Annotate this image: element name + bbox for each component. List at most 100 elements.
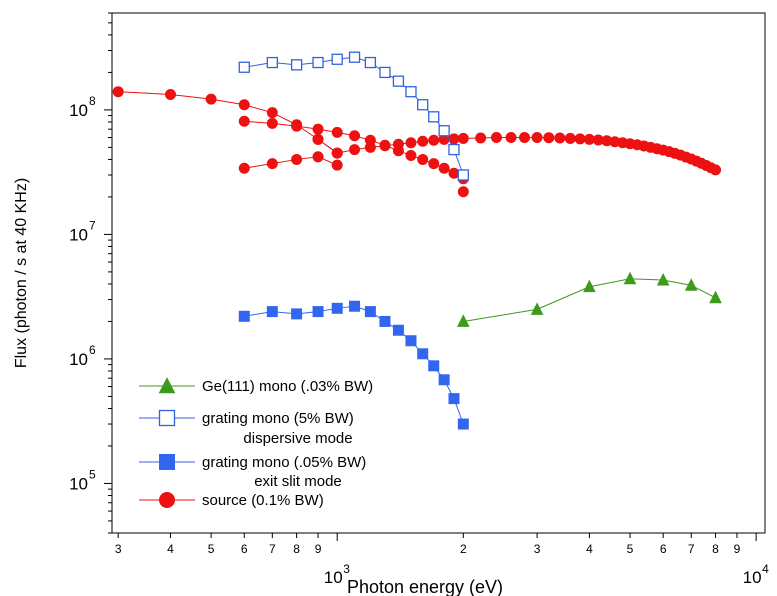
y-tick-label: 10 — [69, 350, 88, 369]
legend-label: grating mono (.05% BW) — [202, 454, 366, 471]
x-tick-label: 6 — [241, 542, 248, 556]
data-point — [448, 167, 460, 179]
data-point — [379, 139, 391, 151]
x-tick-label: 3 — [115, 542, 122, 556]
series-ge-111-mono-03-bw — [457, 271, 722, 327]
data-point — [531, 132, 543, 144]
legend-sublabel: exit slit mode — [254, 473, 342, 490]
x-tick-label: 5 — [627, 542, 634, 556]
legend-label: source (0.1% BW) — [202, 492, 324, 509]
data-point — [405, 137, 417, 149]
data-point — [266, 117, 278, 129]
y-axis-label: Flux (photon / s at 40 KHz) — [13, 178, 30, 368]
data-point — [364, 134, 376, 146]
data-point — [348, 51, 361, 63]
data-point — [290, 59, 303, 71]
data-point — [405, 86, 417, 98]
x-tick-label: 3 — [534, 542, 541, 556]
data-point — [331, 126, 343, 138]
data-point — [457, 132, 469, 144]
data-point — [428, 111, 440, 123]
x-tick-label: 6 — [660, 542, 667, 556]
x-tick-label: 2 — [460, 542, 467, 556]
x-tick-label: 9 — [315, 542, 322, 556]
data-point — [291, 308, 303, 320]
data-point — [417, 135, 429, 147]
data-point — [490, 132, 502, 144]
legend-label: grating mono (5% BW) — [202, 410, 354, 427]
data-point — [457, 314, 470, 327]
data-point — [392, 145, 404, 157]
data-point — [448, 143, 460, 156]
data-point — [291, 153, 303, 165]
data-point — [457, 418, 469, 430]
x-tick-label: 4 — [167, 542, 174, 556]
legend-item-grating-mono-5-bw: grating mono (5% BW) dispersive mode — [139, 409, 354, 447]
y-tick-exponent: 7 — [89, 218, 96, 232]
data-point — [312, 133, 324, 145]
data-point — [656, 272, 670, 286]
data-point — [574, 133, 586, 145]
data-point — [417, 348, 429, 360]
data-point — [266, 158, 278, 170]
x-major-tick-label: 10 — [324, 568, 343, 587]
data-point — [112, 86, 124, 98]
data-point — [417, 99, 429, 111]
data-point — [457, 186, 469, 198]
y-tick-label: 10 — [69, 225, 88, 244]
series-layer — [112, 51, 722, 430]
series-line — [244, 156, 338, 169]
data-point — [543, 132, 555, 144]
data-point — [349, 300, 361, 312]
data-point — [349, 130, 361, 142]
legend-marker — [158, 409, 176, 427]
data-point — [438, 125, 450, 137]
x-tick-label: 8 — [293, 542, 300, 556]
data-point — [428, 360, 440, 372]
legend-item-grating-mono-05-bw: grating mono (.05% BW) exit slit mode — [139, 454, 366, 490]
data-point — [331, 53, 343, 65]
data-point — [438, 374, 450, 386]
data-point — [331, 302, 343, 314]
data-point — [428, 158, 440, 170]
x-tick-label: 5 — [208, 542, 215, 556]
data-point — [448, 393, 460, 405]
legend: Ge(111) mono (.03% BW) grating mono (5% B… — [139, 377, 373, 509]
y-tick-exponent: 6 — [89, 343, 96, 357]
data-point — [238, 99, 250, 111]
data-point — [710, 164, 722, 176]
data-point — [165, 88, 177, 100]
data-point — [238, 162, 250, 174]
data-point — [583, 279, 596, 293]
data-point — [405, 150, 417, 162]
data-point — [684, 278, 698, 291]
data-point — [379, 66, 391, 79]
data-point — [238, 61, 250, 73]
data-point — [392, 75, 405, 87]
x-major-tick-exponent: 4 — [762, 562, 769, 576]
data-point — [554, 132, 566, 144]
data-point — [312, 123, 324, 135]
data-point — [392, 324, 404, 336]
data-point — [266, 306, 278, 318]
data-point — [530, 302, 544, 315]
data-point — [266, 56, 278, 69]
x-tick-label: 7 — [269, 542, 276, 556]
data-point — [312, 56, 324, 69]
legend-marker — [158, 377, 176, 394]
data-point — [417, 153, 429, 165]
data-point — [505, 132, 517, 144]
series-grating-mono-05-bw — [238, 300, 469, 430]
x-major-tick-label: 10 — [743, 568, 762, 587]
x-axis-label: Photon energy (eV) — [347, 577, 503, 596]
data-point — [379, 315, 391, 327]
data-point — [428, 134, 440, 146]
data-point — [331, 147, 343, 159]
data-point — [405, 335, 417, 347]
x-major-tick-exponent: 3 — [343, 562, 350, 576]
legend-marker — [159, 454, 175, 470]
data-point — [709, 290, 722, 304]
legend-marker — [159, 492, 175, 508]
data-point — [364, 56, 377, 69]
